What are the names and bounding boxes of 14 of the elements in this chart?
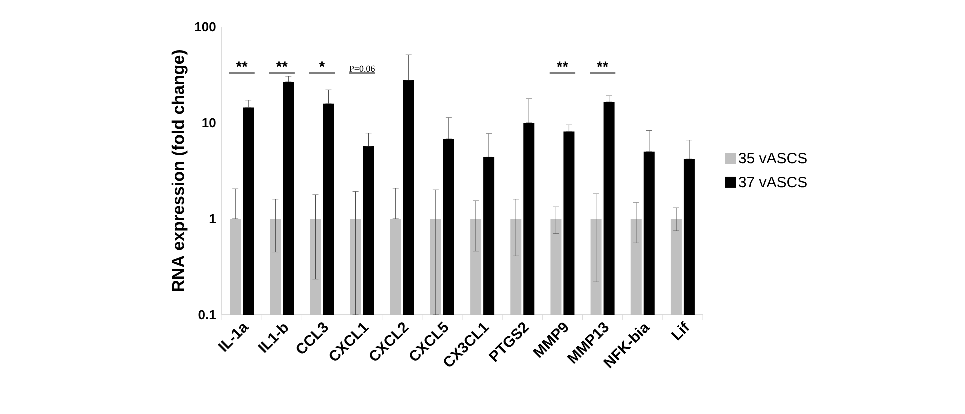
y-tick-label: 10 xyxy=(202,118,216,128)
annotation: ** xyxy=(597,62,609,68)
x-tick-label: Lif xyxy=(671,321,690,341)
annotation: ** xyxy=(276,62,288,68)
annotation: P=0.06 xyxy=(350,66,375,72)
annotation: * xyxy=(319,62,326,68)
annotation: ** xyxy=(556,62,569,68)
legend-label: 37 vASCS xyxy=(739,176,807,188)
annotation: ** xyxy=(236,62,248,68)
legend-label: 35 vASCS xyxy=(739,153,807,164)
y-tick-label: 100 xyxy=(195,22,216,32)
y-tick-label: 0.1 xyxy=(198,310,216,320)
y-axis-title: RNA expression (fold change) xyxy=(172,50,188,292)
y-tick-label: 1 xyxy=(210,214,216,224)
